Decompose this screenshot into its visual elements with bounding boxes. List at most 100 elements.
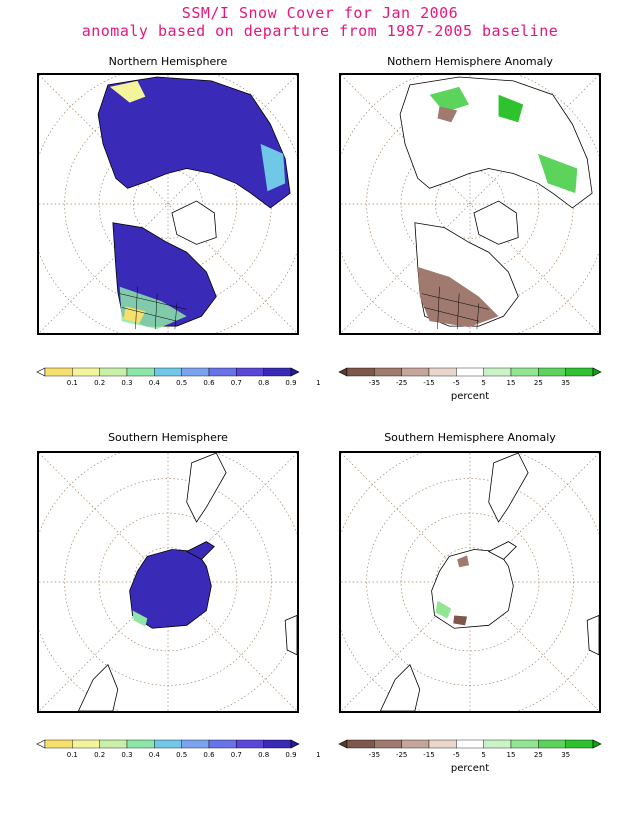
colorbar-tick-label: 1 [316, 379, 320, 387]
colorbar-segment [538, 367, 566, 377]
sha-colorbar-unit: percent [450, 763, 490, 774]
state-borders [421, 286, 489, 330]
nha-panel-title: Nothern Hemisphere Anomaly [387, 55, 553, 68]
colorbar-right-arrow [290, 739, 300, 749]
colorbar-segment [510, 739, 539, 749]
colorbar-segment [154, 367, 182, 377]
nh-panel-title: Northern Hemisphere [108, 55, 228, 68]
figure-title-line1: SSM/I Snow Cover for Jan 2006 [181, 4, 459, 22]
sha-anomaly-map [339, 451, 601, 713]
siberia-positive-anomaly [498, 94, 524, 123]
colorbar-segment [456, 739, 484, 749]
south-america-tip [488, 453, 529, 523]
colorbar-tick-label: 1 [316, 751, 320, 759]
sh-fraction-colorbar: 0.1 0.2 0.3 0.4 0.5 0.6 0.7 0.8 0.9 1 [36, 738, 321, 766]
state-borders [119, 286, 187, 330]
colorbar-segment [99, 739, 128, 749]
nh-fraction-colorbar: 0.1 0.2 0.3 0.4 0.5 0.6 0.7 0.8 0.9 1 [36, 366, 321, 394]
greenland [473, 200, 519, 245]
colorbar-tick-label: 5 [481, 379, 485, 387]
antarctic-peninsula [185, 541, 215, 560]
eurasia-positive-anomaly [429, 86, 470, 113]
colorbar-tick-label: 25 [534, 379, 543, 387]
east-asia-positive-anomaly [537, 153, 578, 194]
us-sparse-snow [123, 306, 146, 324]
sh-map-svg [39, 453, 297, 711]
australia-edge [77, 664, 119, 711]
sh-snow-map [37, 451, 299, 713]
colorbar-tick-label: -5 [453, 379, 460, 387]
colorbar-segment [181, 739, 210, 749]
europe-negative-anomaly [437, 106, 458, 123]
colorbar-tick-label: -25 [396, 751, 407, 759]
colorbar-segment [401, 739, 430, 749]
colorbar-tick-label: 0.1 [67, 751, 78, 759]
colorbar-tick-label: 0.7 [231, 379, 242, 387]
greenland [171, 200, 217, 245]
africa-edge [586, 615, 599, 656]
colorbar-tick-label: 0.5 [176, 379, 187, 387]
colorbar-segment [208, 367, 237, 377]
colorbar-segment [428, 367, 457, 377]
colorbar-segment [456, 367, 484, 377]
colorbar-tick-label: 0.3 [121, 379, 132, 387]
colorbar-tick-label: 0.2 [94, 379, 105, 387]
antarctica-negative-anomaly-2 [453, 615, 468, 626]
colorbar-segment [263, 367, 292, 377]
colorbar-segment [154, 739, 182, 749]
colorbar-tick-label: -35 [369, 751, 380, 759]
colorbar-tick-label: 0.5 [176, 751, 187, 759]
colorbar-tick-label: -15 [423, 751, 434, 759]
anomaly-colorbar-svg: -35 -25 -15 -5 5 15 25 35 [338, 367, 602, 387]
colorbar-segment [208, 739, 237, 749]
colorbar-segment [44, 367, 73, 377]
colorbar-tick-label: 5 [481, 751, 485, 759]
colorbar-tick-label: 35 [561, 379, 570, 387]
colorbar-segment [538, 739, 566, 749]
colorbar-tick-label: 0.4 [149, 379, 161, 387]
nha-anomaly-map [339, 73, 601, 335]
colorbar-segment [126, 367, 155, 377]
colorbar-left-arrow [338, 739, 348, 749]
colorbar-segment [565, 367, 594, 377]
africa-edge [284, 615, 297, 656]
south-america-tip [186, 453, 227, 523]
colorbar-tick-label: 0.8 [258, 751, 269, 759]
colorbar-tick-label: 0.6 [203, 751, 215, 759]
nha-anomaly-colorbar: -35 -25 -15 -5 5 15 25 35 [338, 366, 602, 394]
colorbar-tick-label: 0.7 [231, 751, 242, 759]
colorbar-tick-label: -5 [453, 751, 460, 759]
colorbar-segment [72, 739, 100, 749]
colorbar-tick-label: 0.9 [285, 379, 296, 387]
colorbar-segment [510, 367, 539, 377]
colorbar-right-arrow [290, 367, 300, 377]
nh-map-svg [39, 75, 297, 333]
colorbar-segment [565, 739, 594, 749]
colorbar-segment [428, 739, 457, 749]
australia-edge [379, 664, 421, 711]
colorbar-tick-label: 0.9 [285, 751, 296, 759]
colorbar-segment [374, 739, 402, 749]
colorbar-tick-label: 25 [534, 751, 543, 759]
colorbar-segment [236, 367, 264, 377]
eurasia-snow [97, 76, 291, 209]
sha-panel-title: Southern Hemisphere Anomaly [384, 431, 556, 444]
nh-snow-map [37, 73, 299, 335]
antarctica-positive-anomaly [435, 600, 452, 619]
scandinavia-sparse-snow [109, 80, 146, 103]
antarctic-peninsula [487, 541, 517, 560]
colorbar-left-arrow [338, 367, 348, 377]
colorbar-tick-label: 0.6 [203, 379, 215, 387]
colorbar-segment [44, 739, 73, 749]
sha-anomaly-colorbar: -35 -25 -15 -5 5 15 25 35 [338, 738, 602, 766]
colorbar-segment [181, 367, 210, 377]
colorbar-segment [374, 367, 402, 377]
colorbar-segment [483, 739, 512, 749]
colorbar-right-arrow [592, 367, 602, 377]
colorbar-segment [401, 367, 430, 377]
sha-map-svg [341, 453, 599, 711]
colorbar-segment [236, 739, 264, 749]
colorbar-tick-label: 35 [561, 751, 570, 759]
coastal-partial-snow [132, 610, 148, 627]
colorbar-tick-label: 15 [507, 751, 516, 759]
